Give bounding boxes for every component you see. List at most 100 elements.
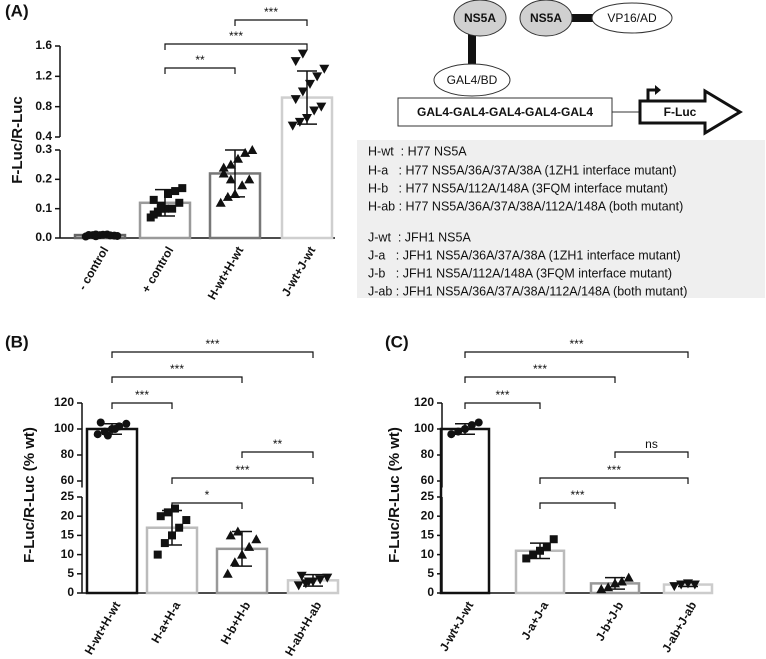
y-tick-label: 15: [61, 528, 75, 542]
significance-bracket: [111, 376, 243, 383]
point: [522, 554, 531, 563]
point: [237, 549, 247, 559]
bar: [439, 427, 491, 595]
point: [536, 546, 544, 555]
point: [149, 210, 158, 219]
y-tick-label: 60: [421, 473, 435, 487]
significance-label: ***: [569, 337, 583, 351]
significance-label: ***: [229, 29, 243, 43]
point: [178, 184, 187, 193]
point: [96, 418, 105, 427]
y-tick-label: 0.1: [35, 201, 52, 215]
y-tick-label: 1.6: [35, 38, 52, 52]
point: [322, 573, 333, 583]
point: [669, 582, 680, 592]
legend-line: H-wt : H77 NS5A: [368, 144, 467, 158]
panel-label: (C): [385, 332, 409, 351]
point: [160, 539, 169, 548]
point: [218, 168, 229, 178]
legend-line: H-ab : H77 NS5A/36A/37A/38A/112A/148A (b…: [368, 199, 683, 213]
y-tick-label: 80: [421, 447, 435, 461]
point: [103, 431, 112, 440]
point: [287, 121, 298, 131]
x-tick-label: H-a+H-a: [148, 599, 183, 646]
diagram: NS5A NS5A VP16/AD GAL4/BD GAL4-GAL4-GAL4…: [397, 0, 743, 136]
significance-label: ***: [495, 388, 509, 402]
point: [218, 162, 229, 172]
point: [305, 79, 315, 89]
point: [542, 542, 551, 551]
significance-label: ***: [264, 5, 278, 19]
y-tick-label: 10: [61, 547, 75, 561]
y-tick-label: 120: [54, 395, 74, 409]
significance-label: ***: [170, 362, 184, 376]
linker: [468, 30, 476, 66]
point: [171, 504, 179, 513]
legend-box: [357, 140, 765, 298]
point: [175, 523, 184, 532]
reporter-label: F-Luc: [664, 105, 697, 119]
legend-line: J-a : JFH1 NS5A/36A/37A/38A (1ZH1 interf…: [368, 248, 681, 262]
point: [244, 541, 255, 551]
point: [454, 427, 463, 436]
y-tick-label: 1.2: [35, 69, 52, 83]
tss-arrow-head: [655, 85, 661, 95]
significance-bracket: [164, 67, 236, 74]
chart: (C) F-Luc/R-Luc (% wt) 0 5 10 15 20 25 60 80 100 12…: [385, 332, 714, 655]
chart: (B) F-Luc/R-Luc (% wt) 0 5 10 15 20 25 60 80 100 12…: [5, 332, 340, 658]
y-tick-label: 0.4: [35, 129, 52, 143]
y-tick-label: 15: [421, 528, 435, 542]
point: [290, 95, 301, 105]
point: [474, 418, 483, 427]
panel-label: (B): [5, 332, 29, 351]
y-axis-label: F-Luc/R-Luc (% wt): [21, 427, 38, 563]
significance-label: ***: [235, 463, 249, 477]
point: [623, 572, 634, 582]
point: [230, 189, 240, 198]
y-tick-label: 25: [421, 489, 435, 503]
panel-label: (A): [5, 1, 29, 20]
significance-label: ***: [607, 463, 621, 477]
point: [319, 64, 330, 74]
y-tick-label: 0: [427, 585, 434, 599]
point: [303, 577, 314, 587]
point: [168, 204, 177, 213]
point: [616, 576, 627, 586]
point: [315, 575, 326, 585]
point: [294, 117, 305, 127]
tss-arrow: [646, 88, 656, 100]
point: [229, 557, 240, 567]
point: [168, 531, 176, 540]
significance-bracket: [614, 451, 689, 458]
y-tick-label: 20: [421, 508, 435, 522]
point: [240, 147, 251, 157]
point: [156, 204, 165, 213]
point: [225, 174, 236, 184]
point: [222, 568, 233, 578]
significance-bracket: [464, 351, 689, 358]
y-tick-label: 20: [61, 508, 75, 522]
point: [529, 550, 538, 559]
y-tick-label: 100: [54, 421, 74, 435]
legend-line: J-ab : JFH1 NS5A/36A/37A/38A/112A/148A (…: [368, 284, 687, 298]
significance-bracket: [539, 477, 689, 484]
ad-shape: [591, 2, 673, 34]
x-tick-label: J-a+J-a: [518, 599, 551, 642]
significance-label: ns: [645, 437, 658, 451]
bd-shape: [433, 63, 511, 97]
y-tick-label: 80: [61, 447, 75, 461]
point: [297, 49, 308, 59]
significance-bracket: [164, 43, 308, 50]
point: [316, 102, 327, 112]
y-axis-label: F-Luc/R-Luc (% wt): [386, 427, 403, 563]
x-tick-label: H-b+H-b: [218, 599, 254, 647]
significance-label: ***: [533, 362, 547, 376]
significance-bracket: [171, 477, 314, 484]
domain-label: VP16/AD: [607, 11, 657, 25]
point: [113, 231, 122, 240]
legend-line: H-b : H77 NS5A/112A/148A (3FQM interface…: [368, 181, 668, 195]
point: [233, 153, 243, 163]
domain-label: GAL4/BD: [447, 73, 498, 87]
point: [302, 114, 312, 124]
